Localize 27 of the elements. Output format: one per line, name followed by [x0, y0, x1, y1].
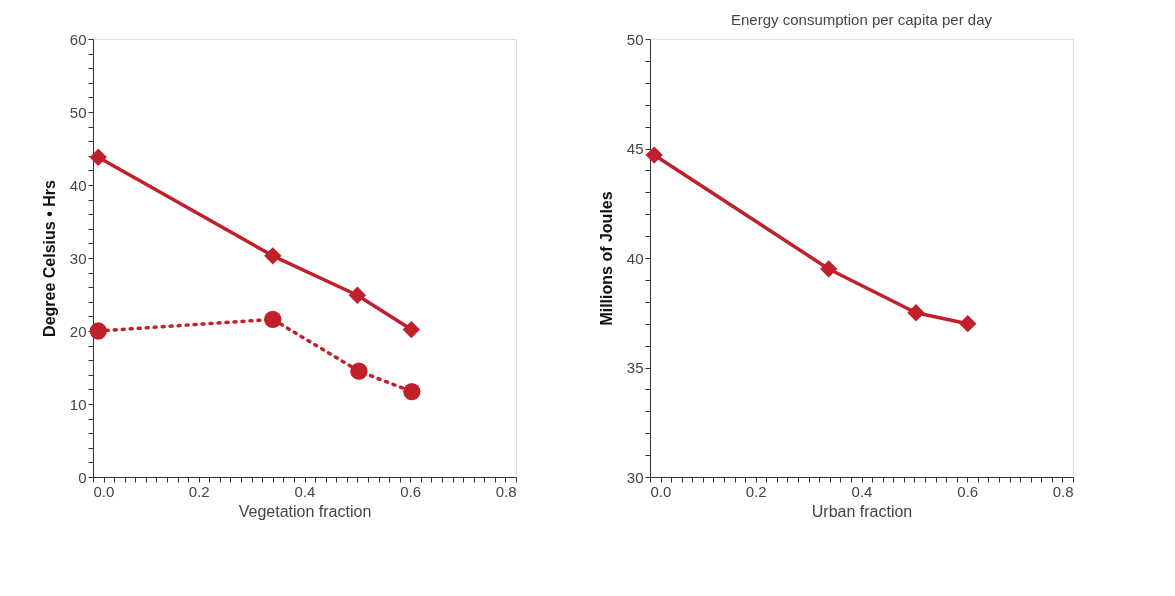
chart-title: Energy consumption per capita per day: [731, 11, 993, 28]
x-tick-label: 0.6: [400, 482, 422, 500]
y-tick-label: 10: [69, 395, 87, 413]
x-tick-label: 0.2: [745, 482, 767, 500]
y-tick-label: 30: [69, 249, 87, 267]
y-tick-label: 30: [626, 468, 644, 486]
x-axis-title: Vegetation fraction: [238, 502, 372, 520]
y-tick-label: 60: [69, 30, 87, 48]
y-tick-label: 0: [78, 468, 87, 486]
x-tick-label: 0.8: [1052, 482, 1074, 500]
y-tick-label: 20: [69, 322, 87, 340]
x-axis-title: Urban fraction: [811, 502, 913, 520]
x-tick-label: 0.8: [495, 482, 517, 500]
y-axis-title: Millions of Joules: [597, 191, 615, 326]
y-tick-label: 45: [626, 140, 644, 157]
y-axis-title: Degree Celsius • Hrs: [40, 180, 58, 337]
x-tick-label: 0.4: [294, 482, 316, 500]
y-tick-label: 35: [626, 359, 644, 376]
x-tick-label: 0.0: [93, 482, 115, 500]
y-tick-label: 40: [69, 176, 87, 194]
x-tick-label: 0.6: [957, 482, 979, 500]
x-tick-label: 0.2: [188, 482, 210, 500]
x-tick-label: 0.0: [650, 482, 672, 500]
y-tick-label: 50: [626, 30, 644, 48]
x-tick-label: 0.4: [851, 482, 873, 500]
y-tick-label: 50: [69, 103, 87, 121]
y-tick-label: 40: [626, 249, 644, 267]
